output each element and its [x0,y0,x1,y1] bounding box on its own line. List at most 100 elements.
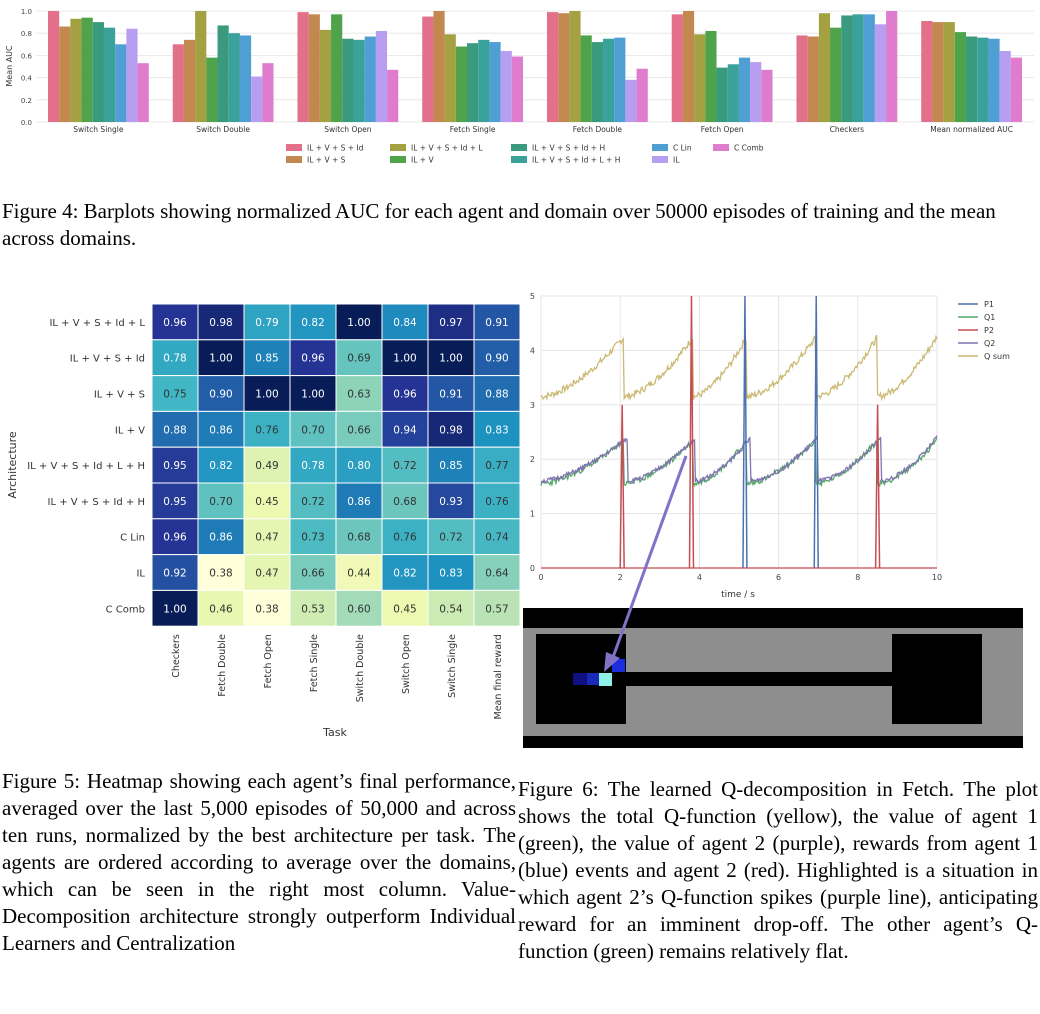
bar [467,43,479,122]
heatmap-cell [151,554,199,591]
cell-value: 0.44 [347,568,371,580]
bar [92,22,104,123]
bar [682,11,695,122]
heatmap-cell [427,482,475,520]
x-tick-label: 4 [697,573,702,582]
cell-value: 0.86 [347,496,371,508]
y-tick-label: 1 [530,510,535,519]
cell-value: 0.74 [485,532,509,544]
bar [694,34,706,123]
bar [262,63,274,122]
agent-1 [587,673,600,685]
heatmap-cell [197,303,245,341]
cell-value: 0.78 [301,460,324,472]
cell-value: 0.47 [255,532,278,544]
cell-value: 0.72 [393,460,416,472]
heatmap-cell [335,375,383,412]
bar [954,32,967,123]
bar [251,76,263,122]
cell-value: 0.86 [209,532,233,544]
x-tick-label: Switch Double [196,125,250,134]
bar [500,50,512,122]
cell-value: 0.85 [255,353,278,365]
heatmap-cell [335,589,383,627]
heatmap-cell [381,446,429,484]
cell-value: 0.57 [485,603,508,615]
cell-value: 0.60 [347,603,370,615]
bar [444,34,456,123]
cell-value: 0.72 [301,496,324,508]
row-label: IL + V + S + Id + L + H [27,461,145,472]
column-label: Fetch Open [263,634,274,688]
bar [580,35,592,122]
x-tick-label: Switch Open [324,125,371,134]
spike-p1 [742,295,748,569]
bar [433,11,445,122]
bar [478,39,490,122]
bar [455,46,468,122]
cell-value: 0.96 [301,353,325,365]
heatmap-cell [289,554,337,591]
cell-value: 0.95 [163,496,186,508]
cell-value: 0.91 [439,389,462,401]
row-label: IL + V + S + Id + H [48,497,145,508]
bar [977,37,989,122]
legend-swatch [286,156,302,163]
x-tick-label: Checkers [830,125,865,134]
cell-value: 0.45 [255,496,278,508]
legend-label: Q1 [984,313,995,322]
cell-value: 1.00 [255,389,278,401]
x-tick-label: Fetch Single [450,125,496,134]
bar [750,62,762,122]
legend-swatch [652,156,668,163]
legend-label: C Comb [734,144,764,153]
x-tick-label: Fetch Open [701,125,744,134]
cell-value: 0.80 [347,460,370,472]
bar [999,50,1011,122]
heatmap-cell [473,375,520,412]
y-tick-label: 0.4 [21,75,33,83]
bar [830,27,842,122]
y-tick-label: 1.0 [21,8,32,16]
heatmap-cell [197,482,245,520]
bar [239,35,252,122]
x-tick-label: 6 [776,573,781,582]
y-tick-label: 2 [530,455,535,464]
row-label: IL + V + S + Id + L [49,318,145,329]
bar [195,11,207,122]
heatmap-cell [197,410,245,448]
heatmap-cell [151,482,199,520]
legend-label: Q sum [984,352,1010,361]
x-tick-label: 0 [538,573,543,582]
heatmap-cell [335,410,383,448]
legend-label: C Lin [673,144,692,153]
bar [625,79,637,122]
bar [966,36,978,122]
x-tick-label: Switch Single [73,125,124,134]
heatmap-cell [473,482,520,520]
legend-label: IL + V + S + Id + L + H [532,156,620,165]
cell-value: 0.83 [439,568,462,580]
bar [172,44,184,122]
cell-value: 0.79 [255,317,278,329]
cell-value: 1.00 [301,389,324,401]
y-axis-label: Mean AUC [5,45,14,87]
bar [228,33,240,123]
bar [59,26,71,122]
cell-value: 0.84 [393,317,417,329]
bar [886,11,898,122]
bar [353,39,365,122]
cell-value: 0.96 [163,317,187,329]
bar [319,29,332,122]
heatmap-cell [381,518,429,556]
fetch-environment-image [523,608,1023,748]
legend-label: IL + V [411,156,434,165]
cell-value: 0.76 [393,532,417,544]
heatmap-cell [151,375,199,412]
cell-value: 0.90 [485,353,508,365]
cell-value: 0.38 [209,568,232,580]
cell-value: 0.95 [163,460,186,472]
cell-value: 0.46 [209,603,233,615]
bar [308,14,320,122]
heatmap-cell [289,375,337,412]
